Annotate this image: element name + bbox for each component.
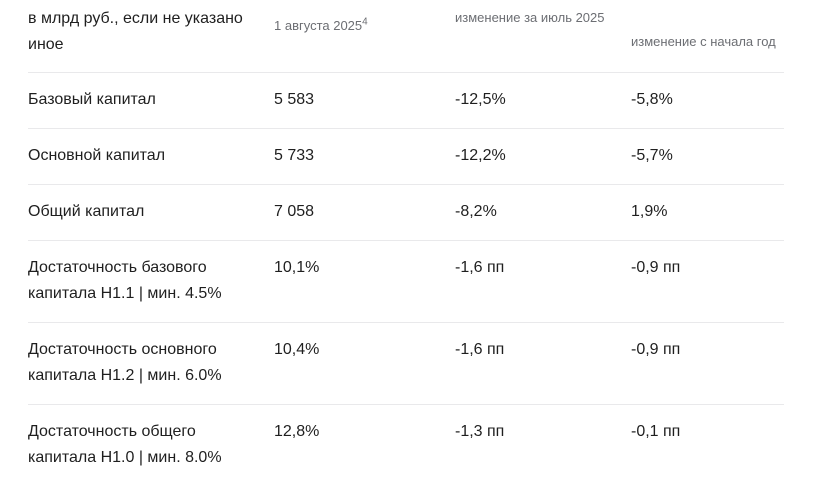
row-label: Общий капитал: [28, 203, 145, 220]
row-month-change: -1,3 пп: [455, 423, 505, 440]
table-header-row: в млрд руб., если не указано иное 1 авгу…: [28, 0, 784, 73]
row-month-change: -1,6 пп: [455, 341, 505, 358]
row-ytd-change: -0,1 пп: [631, 423, 681, 440]
row-value: 5 583: [274, 91, 315, 108]
row-label: Достаточность общего капитала Н1.0 | мин…: [28, 423, 222, 466]
row-ytd-change: 1,9%: [631, 203, 668, 220]
table-header-month-change: изменение за июль 2025: [455, 10, 605, 25]
row-value: 7 058: [274, 203, 315, 220]
footnote-marker: 4: [362, 16, 368, 28]
table-header-ytd-change: изменение с начала год: [631, 34, 776, 49]
row-ytd-change: -0,9 пп: [631, 259, 681, 276]
row-label: Достаточность основного капитала Н1.2 | …: [28, 341, 222, 384]
table-row-n10-ratio: Достаточность общего капитала Н1.0 | мин…: [28, 405, 784, 486]
row-ytd-change: -5,7%: [631, 147, 673, 164]
row-ytd-change: -5,8%: [631, 91, 673, 108]
capital-adequacy-table: в млрд руб., если не указано иное 1 авгу…: [28, 0, 784, 486]
table-header-date: 1 августа 20254: [274, 0, 455, 34]
table-row-total-capital: Общий капитал 7 058 -8,2% 1,9%: [28, 185, 784, 241]
row-label: Основной капитал: [28, 147, 166, 164]
row-month-change: -12,2%: [455, 147, 506, 164]
row-month-change: -1,6 пп: [455, 259, 505, 276]
row-value: 12,8%: [274, 423, 320, 440]
table-row-n12-ratio: Достаточность основного капитала Н1.2 | …: [28, 323, 784, 405]
row-ytd-change: -0,9 пп: [631, 341, 681, 358]
row-month-change: -8,2%: [455, 203, 497, 220]
row-value: 5 733: [274, 147, 315, 164]
table-row-core-capital: Основной капитал 5 733 -12,2% -5,7%: [28, 129, 784, 185]
table-header-date-text: 1 августа 2025: [274, 18, 363, 33]
row-value: 10,4%: [274, 341, 320, 358]
table-header-units: в млрд руб., если не указано иное: [28, 10, 243, 53]
table-row-base-capital: Базовый капитал 5 583 -12,5% -5,8%: [28, 73, 784, 129]
table-row-n11-ratio: Достаточность базового капитала Н1.1 | м…: [28, 241, 784, 323]
row-label: Достаточность базового капитала Н1.1 | м…: [28, 259, 222, 302]
row-label: Базовый капитал: [28, 91, 156, 108]
row-value: 10,1%: [274, 259, 320, 276]
row-month-change: -12,5%: [455, 91, 506, 108]
